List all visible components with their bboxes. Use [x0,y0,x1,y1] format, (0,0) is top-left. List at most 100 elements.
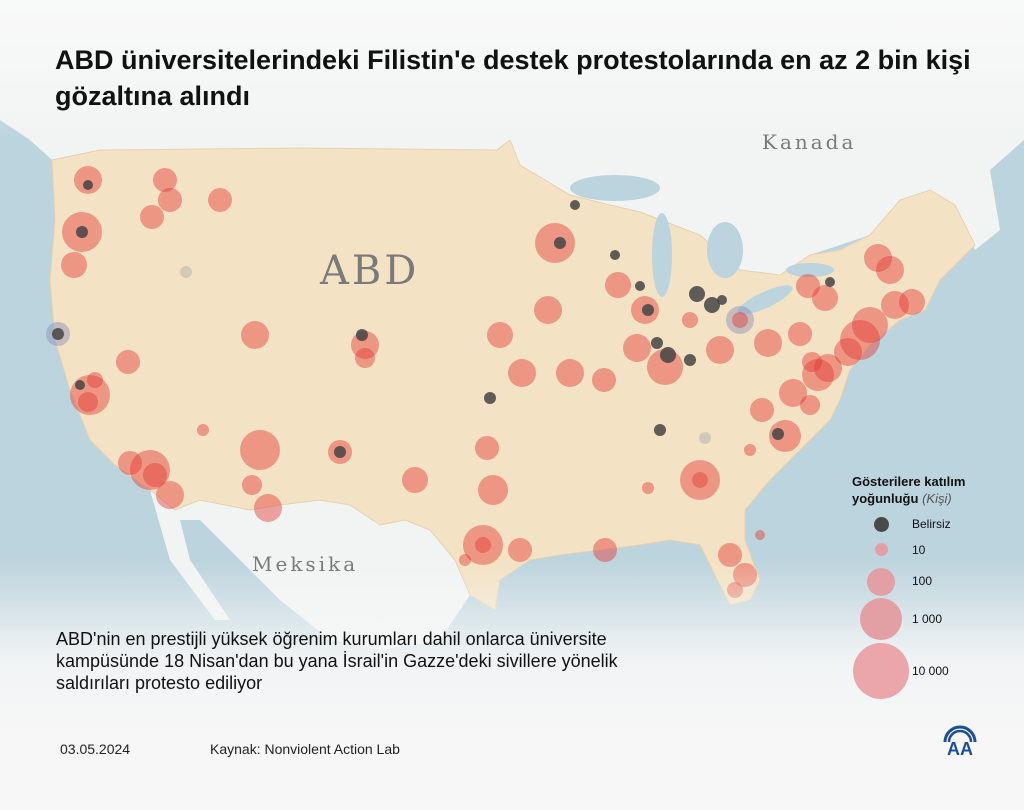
protest-dot [899,289,925,315]
legend-label: 10 [912,543,926,557]
protest-dot [642,482,654,494]
protest-dot [732,312,748,328]
protest-dot [534,296,562,324]
protest-dot-unknown [772,428,784,440]
svg-text:AA: AA [947,739,973,756]
protest-dot [812,285,838,311]
protest-dot [140,205,164,229]
label-usa: ABD [320,248,420,294]
legend-label: 1 000 [912,612,943,626]
protest-dot [802,352,822,372]
legend-1000-dot [860,598,902,640]
protest-dot [744,444,756,456]
protest-dot [834,338,862,366]
protest-dot-unknown [554,237,566,249]
protest-dot [241,321,269,349]
protest-dot [592,368,616,392]
legend-label: 100 [912,574,933,588]
protest-dot-unknown [52,328,64,340]
protest-dot-unknown [704,297,720,313]
protest-dot-unknown [635,281,645,291]
protest-dot [699,432,711,444]
protest-dot-unknown [334,446,346,458]
protest-dot [692,472,708,488]
protest-dot [800,395,820,415]
protest-dot-unknown [654,424,666,436]
protest-dot [881,291,909,319]
protest-dot [355,348,375,368]
protest-dot [508,359,536,387]
label-mexico: Meksika [252,552,359,576]
page-title: ABD üniversitelerindeki Filistin'e deste… [55,45,971,111]
protest-dot [682,312,698,328]
protest-dot [116,350,140,374]
legend-100-dot [867,568,895,596]
legend-10000-dot [853,643,909,699]
protest-dot [814,354,842,382]
protest-dot [463,525,503,565]
protest-dot-unknown [484,392,496,404]
protest-dot [478,475,508,505]
protest-dot-unknown [717,295,727,305]
protest-dot [87,372,103,388]
protest-dot [254,494,282,522]
protest-dot-unknown [75,380,85,390]
protest-dot [508,538,532,562]
protest-dot [605,272,631,298]
protest-dot [475,436,499,460]
protest-dot-unknown [76,226,88,238]
protest-dot [750,398,774,422]
protest-dot [556,359,584,387]
protest-dot [788,322,812,346]
legend-label: Belirsiz [912,517,951,531]
protest-dot-unknown [689,286,705,302]
protest-dot [864,244,892,272]
protest-dot-unknown [83,180,93,190]
protest-dot [158,188,182,212]
protest-dot [153,168,177,192]
label-canada: Kanada [762,130,857,154]
protest-dot [876,256,904,284]
great-lakes [570,175,834,315]
legend-label: 10 000 [912,664,949,678]
protest-dot [852,307,888,343]
protest-dot [796,274,820,298]
protest-dot-unknown [642,304,654,316]
protest-dot [726,306,754,334]
legend: Gösterilere katılım yoğunluğu (Kişi) Bel… [852,473,1022,699]
protest-dot [61,252,87,278]
protest-dot [402,467,428,493]
protest-dot [769,420,801,452]
protest-dot-unknown [825,277,835,287]
protest-dot [156,481,184,509]
protest-dot [802,359,834,391]
protest-dot-unknown [651,337,663,349]
protest-dot [779,379,807,407]
protest-dot [143,463,167,487]
aa-logo: AA [943,725,977,756]
protest-dot [840,320,880,360]
protest-dot [487,322,513,348]
source: Kaynak: Nonviolent Action Lab [210,741,400,757]
protest-dot [242,475,262,495]
date: 03.05.2024 [60,741,131,757]
protest-dot-unknown [610,250,620,260]
protest-dot [118,451,142,475]
protest-dot [78,392,98,412]
protest-dot [197,424,209,436]
protest-dot [180,266,192,278]
protest-dot-unknown [570,200,580,210]
protest-dot [755,530,765,540]
legend-title: Gösterilere katılım yoğunluğu (Kişi) [852,474,966,506]
protest-dot-unknown [660,347,676,363]
protest-dot-unknown [684,354,696,366]
protest-dot [754,329,782,357]
protest-dots [46,166,925,598]
protest-dot [623,334,651,362]
protest-dot [475,537,491,553]
protest-dot [680,460,720,500]
protest-dot [593,538,617,562]
legend-10-dot [875,543,888,556]
legend-unknown-dot [874,517,889,532]
protest-dot [240,430,280,470]
